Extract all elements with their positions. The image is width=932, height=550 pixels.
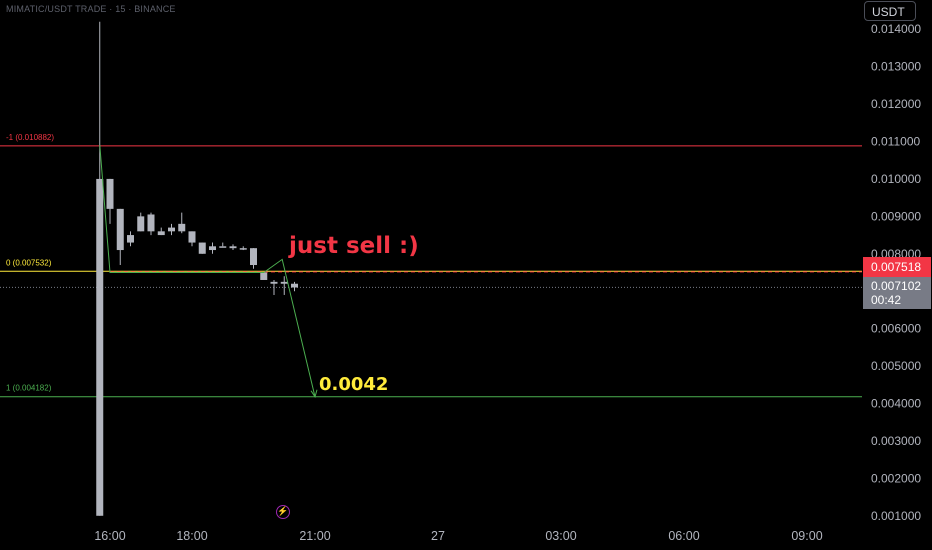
projection-arrowhead <box>310 389 318 398</box>
fib-level-label: -1 (0.010882) <box>6 133 54 142</box>
fib-retracement-layer[interactable]: -1 (0.010882) 0 (0.007532) 1 (0.004182) <box>0 133 862 398</box>
price-tick-label: 0.013000 <box>871 60 921 74</box>
candle-body <box>209 246 216 251</box>
price-tick-label: 0.006000 <box>871 322 921 336</box>
fib-level-label: 1 (0.004182) <box>6 384 52 393</box>
candle-body <box>157 231 165 236</box>
price-tick-label: 0.014000 <box>871 22 921 36</box>
candle-body <box>239 248 247 250</box>
price-tick-label: 0.009000 <box>871 209 921 223</box>
target-annotation[interactable]: 0.0042 <box>319 374 389 395</box>
price-tick-label: 0.001000 <box>871 509 921 523</box>
candle-body <box>137 216 145 232</box>
candle-body <box>116 208 124 251</box>
candle-body <box>280 281 288 284</box>
symbol-title: MIMATIC/USDT TRADE · 15 · BINANCE <box>6 4 176 14</box>
candles-layer <box>96 21 298 516</box>
price-tick-label: 0.011000 <box>871 135 920 149</box>
candle-body <box>198 242 206 254</box>
candle-body <box>260 272 268 280</box>
projection-path <box>99 145 316 397</box>
candle-body <box>106 178 114 209</box>
candle-body <box>291 283 298 288</box>
sell-annotation[interactable]: just sell :) <box>289 233 419 259</box>
time-tick-label: 03:00 <box>545 529 576 543</box>
candle-body <box>270 281 278 284</box>
candle-body <box>178 223 186 232</box>
fib-level-label: 0 (0.007532) <box>6 258 52 267</box>
candle-body <box>96 178 104 516</box>
price-tick-label: 0.002000 <box>871 471 921 485</box>
last-price-tag: 0.007518 <box>863 257 931 277</box>
candle-body <box>229 246 237 249</box>
candle-body <box>147 214 155 232</box>
candle-body <box>219 246 227 248</box>
projection-path-layer[interactable] <box>99 145 318 398</box>
time-axis[interactable]: 16:00 18:00 21:00 27 03:00 06:00 09:00 <box>94 529 822 543</box>
candle-body <box>250 248 257 266</box>
price-tick-label: 0.010000 <box>871 172 921 186</box>
time-tick-label: 21:00 <box>299 529 330 543</box>
time-tick-label: 18:00 <box>176 529 207 543</box>
bar-countdown: 00:42 <box>871 293 902 307</box>
time-tick-label: 06:00 <box>668 529 699 543</box>
candle-body <box>127 235 134 243</box>
current-price-tag: 0.007102 00:42 <box>863 277 931 309</box>
currency-button[interactable]: USDT <box>864 1 916 21</box>
time-tick-label: 27 <box>431 529 445 543</box>
current-price-value: 0.007102 <box>871 279 922 293</box>
candle-body <box>168 227 175 232</box>
time-tick-label: 16:00 <box>94 529 125 543</box>
candle-body <box>188 231 196 243</box>
lightning-icon[interactable]: ⚡ <box>276 505 290 519</box>
price-lines-layer <box>0 271 862 288</box>
price-tick-label: 0.012000 <box>871 97 921 111</box>
price-tick-label: 0.005000 <box>871 359 921 373</box>
time-tick-label: 09:00 <box>791 529 822 543</box>
price-tick-label: 0.003000 <box>871 434 921 448</box>
price-tick-label: 0.004000 <box>871 397 921 411</box>
